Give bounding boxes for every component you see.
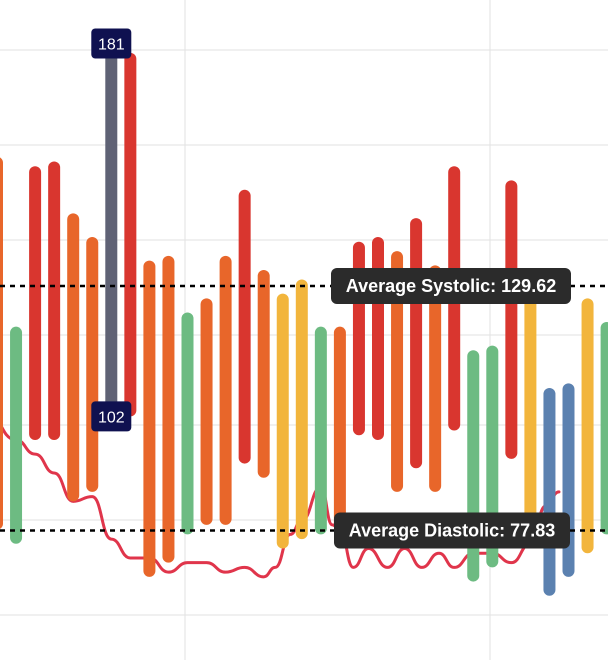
range-bar-3[interactable] (48, 161, 61, 440)
range-bar-26[interactable] (486, 345, 499, 568)
range-bar-20[interactable] (372, 237, 384, 440)
marker-layer: 181 102 (91, 28, 132, 432)
range-bar-1[interactable] (10, 326, 23, 544)
average-systolic-label-bg (331, 268, 571, 304)
range-bar-21[interactable] (391, 251, 404, 492)
range-bar-27[interactable] (505, 180, 518, 459)
range-bar-32[interactable] (600, 321, 608, 535)
range-bar-22[interactable] (410, 218, 423, 469)
range-bar-16[interactable] (295, 279, 308, 540)
reference-line-layer: Average Systolic: 129.62 Average Diastoli… (0, 268, 608, 549)
max-marker-label-bg (91, 28, 132, 59)
trend-line (0, 420, 561, 579)
range-bar-17[interactable] (314, 326, 327, 535)
range-bar-18[interactable] (333, 326, 346, 530)
range-bar-8[interactable] (143, 260, 156, 577)
range-bar-31[interactable] (581, 298, 594, 554)
trend-layer (0, 420, 561, 579)
range-bar-15[interactable] (276, 293, 289, 549)
range-bar-5[interactable] (86, 237, 99, 492)
range-bar-9[interactable] (162, 255, 175, 563)
average-diastolic-label: Average Diastolic: 77.83 (349, 520, 555, 540)
range-bar-11[interactable] (200, 298, 213, 525)
range-bar-4[interactable] (67, 213, 80, 502)
range-bar-14[interactable] (257, 270, 270, 478)
bar-layer (0, 43, 608, 596)
max-marker-label: 181 (98, 36, 125, 53)
range-bar-2[interactable] (29, 166, 42, 440)
range-bar-13[interactable] (238, 189, 251, 464)
range-bar-0[interactable] (0, 157, 3, 530)
average-systolic-label: Average Systolic: 129.62 (346, 276, 556, 296)
range-bar-23[interactable] (429, 265, 442, 492)
min-marker-label: 102 (98, 409, 125, 426)
range-bar-7[interactable] (124, 52, 137, 417)
range-bar-28[interactable] (524, 284, 537, 525)
range-bar-6[interactable] (105, 43, 118, 417)
min-marker-label-bg (91, 401, 132, 432)
range-bar-29[interactable] (543, 388, 556, 596)
range-bar-12[interactable] (219, 255, 232, 525)
average-diastolic-label-bg (334, 512, 570, 549)
range-bar-10[interactable] (181, 312, 194, 535)
